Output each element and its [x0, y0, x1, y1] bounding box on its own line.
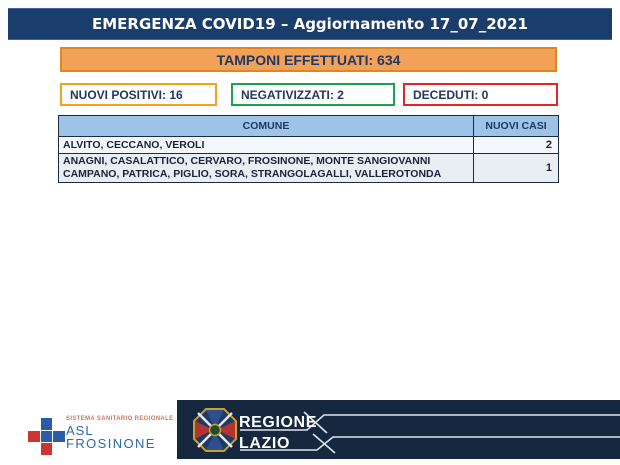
nuovi-positivi-label: NUOVI POSITIVI: 16 — [70, 87, 183, 102]
asl-frosinone-logo: SISTEMA SANITARIO REGIONALE ASL FROSINON… — [28, 416, 188, 458]
regione-lazio-banner: REGIONE LAZIO — [177, 400, 620, 459]
stat-box-negativizzati: NEGATIVIZZATI: 2 — [231, 83, 395, 106]
asl-cross-icon — [28, 418, 65, 455]
table-header-row: COMUNE NUOVI CASI — [58, 115, 559, 137]
tamponi-banner: TAMPONI EFFETTUATI: 634 — [60, 47, 557, 72]
column-header-comune: COMUNE — [58, 115, 474, 137]
negativizzati-label: NEGATIVIZZATI: 2 — [241, 87, 344, 102]
lazio-label: LAZIO — [239, 435, 290, 452]
regione-lazio-coat-of-arms-icon — [193, 408, 237, 452]
comune-cell: ANAGNI, CASALATTICO, CERVARO, FROSINONE,… — [58, 153, 474, 183]
nuovi-casi-cell: 2 — [473, 136, 559, 154]
page-title: EMERGENZA COVID19 – Aggiornamento 17_07_… — [91, 15, 528, 33]
regione-banner-lines — [240, 411, 620, 454]
asl-text-block: SISTEMA SANITARIO REGIONALE ASL FROSINON… — [66, 416, 173, 451]
asl-name-line1: ASL — [66, 423, 94, 438]
column-header-nuovi-casi: NUOVI CASI — [473, 115, 559, 137]
stat-box-nuovi-positivi: NUOVI POSITIVI: 16 — [60, 83, 217, 106]
stat-box-deceduti: DECEDUTI: 0 — [403, 83, 558, 106]
comune-cell: ALVITO, CECCANO, VEROLI — [58, 136, 474, 154]
title-banner: EMERGENZA COVID19 – Aggiornamento 17_07_… — [8, 8, 612, 40]
table-row: ANAGNI, CASALATTICO, CERVARO, FROSINONE,… — [58, 153, 559, 183]
comuni-table: COMUNE NUOVI CASI ALVITO, CECCANO, VEROL… — [58, 115, 559, 183]
sistema-sanitario-label: SISTEMA SANITARIO REGIONALE — [66, 416, 174, 422]
nuovi-casi-cell: 1 — [473, 153, 559, 183]
deceduti-label: DECEDUTI: 0 — [413, 87, 489, 102]
asl-name-line2: FROSINONE — [66, 436, 156, 451]
regione-label: REGIONE — [239, 414, 317, 431]
tamponi-label: TAMPONI EFFETTUATI: 634 — [216, 51, 401, 68]
table-row: ALVITO, CECCANO, VEROLI 2 — [58, 136, 559, 154]
